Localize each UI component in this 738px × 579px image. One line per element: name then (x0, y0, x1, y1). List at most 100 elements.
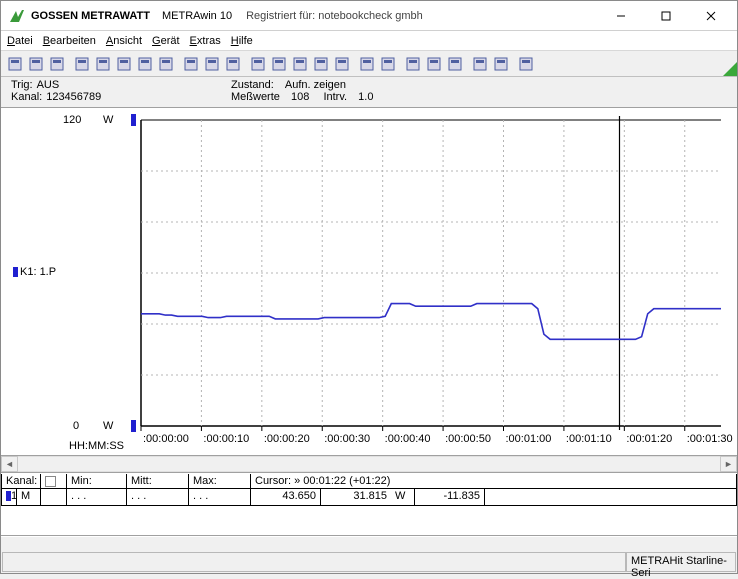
table-row: 1 M . . . . . . . . . 43.650 31.815 W -1… (1, 489, 737, 506)
text-tool-button[interactable] (290, 54, 310, 74)
zustand-value: Aufn. zeigen (285, 79, 346, 91)
titlebar: GOSSEN METRAWATT METRAwin 10 Registriert… (1, 1, 737, 31)
grid1-icon (74, 56, 90, 72)
menu-bearbeiten[interactable]: Bearbeiten (43, 35, 96, 47)
device-button[interactable] (357, 54, 377, 74)
chart-view-button[interactable] (223, 54, 243, 74)
save-file-button[interactable] (47, 54, 67, 74)
x-tick-label: :00:01:00 (506, 433, 552, 445)
stats-button[interactable] (332, 54, 352, 74)
grid3-button[interactable] (114, 54, 134, 74)
registered-label: Registriert für: notebookcheck gmbh (246, 10, 423, 22)
gauge-icon (380, 56, 396, 72)
statusbar: METRAHit Starline-Seri (1, 536, 737, 573)
y-max-label: 120 (63, 114, 81, 126)
grid5-icon (158, 56, 174, 72)
spectrum-icon (313, 56, 329, 72)
status-strip: Trig:AUS Kanal:123456789 Zustand: Aufn. … (1, 77, 737, 108)
scroll-left-button[interactable]: ◄ (1, 456, 18, 472)
grid4-button[interactable] (135, 54, 155, 74)
x-tick-label: :00:00:00 (143, 433, 189, 445)
x-tick-label: :00:01:20 (626, 433, 672, 445)
messwerte-value: 108 (291, 91, 309, 103)
x-tick-label: :00:01:30 (687, 433, 733, 445)
zoom-in-button[interactable] (491, 54, 511, 74)
close-button[interactable] (688, 2, 733, 30)
hdr-mitt: Mitt: (127, 474, 189, 489)
monitor-icon (204, 56, 220, 72)
open-file-icon (28, 56, 44, 72)
ruler-button[interactable] (269, 54, 289, 74)
stats-icon (334, 56, 350, 72)
intrv-value: 1.0 (358, 91, 373, 103)
x-tick-label: :00:00:10 (203, 433, 249, 445)
wave-button[interactable] (248, 54, 268, 74)
statusbar-device: METRAHit Starline-Seri (626, 552, 736, 572)
menubar: Datei Bearbeiten Ansicht Gerät Extras Hi… (1, 31, 737, 51)
intrv-label: Intrv. (323, 91, 347, 103)
menu-extras[interactable]: Extras (190, 35, 221, 47)
print-button[interactable] (403, 54, 423, 74)
app-label: METRAwin 10 (162, 10, 232, 22)
y-unit-bottom: W (103, 420, 113, 432)
gauge-button[interactable] (378, 54, 398, 74)
grid5-button[interactable] (156, 54, 176, 74)
zustand-label: Zustand: (231, 79, 274, 91)
marker-top (131, 114, 136, 126)
print-preview-button[interactable] (445, 54, 465, 74)
scroll-track[interactable] (18, 456, 720, 472)
new-file-button[interactable] (5, 54, 25, 74)
spectrum-button[interactable] (311, 54, 331, 74)
hdr-checkbox[interactable] (41, 474, 67, 489)
x-tick-label: :00:00:40 (385, 433, 431, 445)
marker-bottom (131, 420, 136, 432)
app-icon (9, 8, 25, 24)
trig-label: Trig: (11, 79, 33, 91)
maximize-button[interactable] (643, 2, 688, 30)
hdr-min: Min: (67, 474, 127, 489)
menu-geraet[interactable]: Gerät (152, 35, 180, 47)
grid4-icon (137, 56, 153, 72)
device-icon (359, 56, 375, 72)
series-line (141, 304, 721, 340)
hdr-max: Max: (189, 474, 251, 489)
table-view-button[interactable] (181, 54, 201, 74)
messwerte-label: Meßwerte (231, 91, 280, 103)
y-unit-top: W (103, 114, 113, 126)
save-file-icon (49, 56, 65, 72)
chart-area[interactable]: 120 W K1: 1.P 0 W HH:MM:SS :00:00:00:00:… (1, 108, 737, 456)
monitor-button[interactable] (202, 54, 222, 74)
menu-hilfe[interactable]: Hilfe (231, 35, 253, 47)
x-tick-label: :00:00:50 (445, 433, 491, 445)
minimize-button[interactable] (598, 2, 643, 30)
menu-ansicht[interactable]: Ansicht (106, 35, 142, 47)
vendor-label: GOSSEN METRAWATT (31, 10, 150, 22)
grid3-icon (116, 56, 132, 72)
hdr-cursor: Cursor: » 00:01:22 (+01:22) (251, 474, 737, 489)
chart-view-icon (225, 56, 241, 72)
scroll-right-button[interactable]: ► (720, 456, 737, 472)
print-setup-icon (426, 56, 442, 72)
ruler-icon (271, 56, 287, 72)
chart-hscrollbar[interactable]: ◄ ► (1, 456, 737, 473)
speech-button[interactable] (516, 54, 536, 74)
print-icon (405, 56, 421, 72)
open-file-button[interactable] (26, 54, 46, 74)
zoom-in-icon (493, 56, 509, 72)
cursor-a-icon (472, 56, 488, 72)
table-view-icon (183, 56, 199, 72)
kanal-value: 123456789 (46, 91, 101, 103)
y-min-label: 0 (73, 420, 79, 432)
data-table: Kanal: Min: Mitt: Max: Cursor: » 00:01:2… (1, 473, 737, 536)
chart-svg: :00:00:00:00:00:10:00:00:20:00:00:30:00:… (1, 108, 737, 456)
print-setup-button[interactable] (424, 54, 444, 74)
x-tick-label: :00:00:30 (324, 433, 370, 445)
cursor-a-button[interactable] (470, 54, 490, 74)
new-file-icon (7, 56, 23, 72)
speech-icon (518, 56, 534, 72)
grid1-button[interactable] (72, 54, 92, 74)
grid2-button[interactable] (93, 54, 113, 74)
menu-datei[interactable]: Datei (7, 35, 33, 47)
hdr-kanal: Kanal: (1, 474, 41, 489)
statusbar-left (2, 552, 626, 572)
